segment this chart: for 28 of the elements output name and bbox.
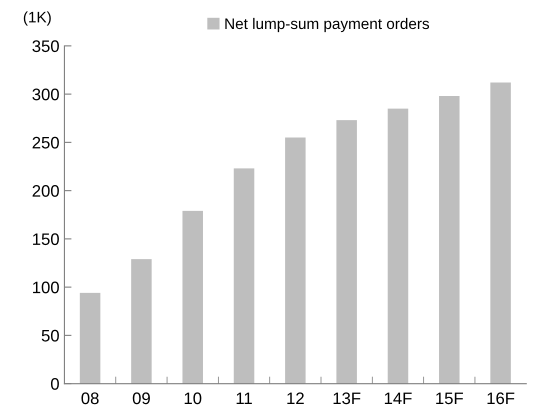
- x-tick-label: 10: [184, 392, 202, 404]
- x-tick-label: 14F: [384, 392, 412, 404]
- bar: [234, 168, 254, 384]
- bar: [336, 120, 357, 384]
- y-tick-label: 50: [42, 330, 59, 342]
- bar: [439, 96, 460, 384]
- y-tick-label: 0: [50, 378, 59, 390]
- x-tick-label: 16F: [488, 392, 514, 404]
- bar: [131, 259, 152, 384]
- x-tick-label: 12: [287, 392, 304, 404]
- bar: [490, 82, 511, 384]
- y-tick-label: 350: [32, 40, 59, 52]
- legend-label: Net lump-sum payment orders: [225, 18, 430, 32]
- y-tick-label: 150: [33, 233, 59, 246]
- y-tick-label: 100: [33, 282, 59, 294]
- bar: [182, 210, 203, 384]
- y-tick-label: 200: [32, 185, 59, 197]
- x-tick-label: 08: [81, 392, 99, 404]
- x-tick-label: 13F: [334, 392, 360, 404]
- bar: [388, 108, 408, 384]
- y-tick-label: 250: [32, 136, 59, 149]
- x-tick-label: 15F: [436, 392, 463, 404]
- x-tick-label: 09: [132, 392, 150, 404]
- bar: [285, 138, 306, 384]
- x-tick-label: 11: [236, 392, 252, 404]
- y-tick-label: 300: [32, 88, 59, 100]
- y-axis-title: (1K): [24, 11, 51, 26]
- bar: [80, 292, 100, 384]
